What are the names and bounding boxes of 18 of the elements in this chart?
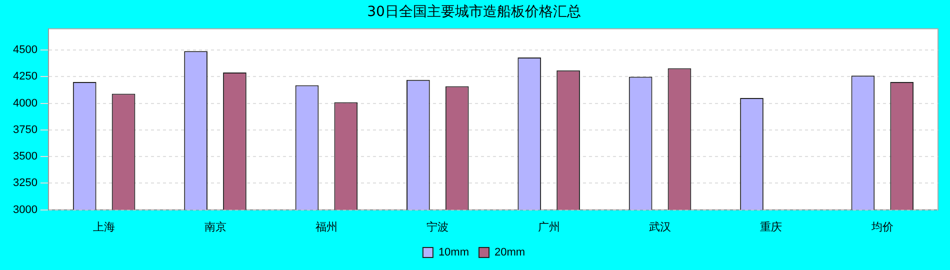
y-tick-label: 3250 (12, 177, 38, 190)
x-tick-label: 重庆 (760, 220, 782, 234)
x-tick-label: 均价 (870, 221, 894, 234)
legend-label: 10mm (438, 246, 469, 259)
y-tick-label: 4000 (12, 97, 38, 110)
legend-label: 20mm (494, 246, 526, 259)
x-tick-label: 广州 (538, 220, 560, 234)
y-tick-label: 4500 (12, 44, 38, 56)
y-tick-label: 4250 (12, 70, 38, 83)
y-tick-label: 3500 (12, 150, 38, 163)
y-tick-label: 3000 (12, 204, 38, 216)
x-tick-label: 武汉 (649, 220, 672, 234)
x-tick-label: 南京 (204, 220, 226, 234)
x-tick-label: 上海 (93, 220, 116, 234)
x-tick-label: 福州 (315, 220, 338, 234)
y-tick-label: 3750 (12, 124, 38, 136)
x-tick-label: 宁波 (426, 220, 449, 234)
chart-title: 30日全国主要城市造船板价格汇总 (367, 4, 581, 20)
